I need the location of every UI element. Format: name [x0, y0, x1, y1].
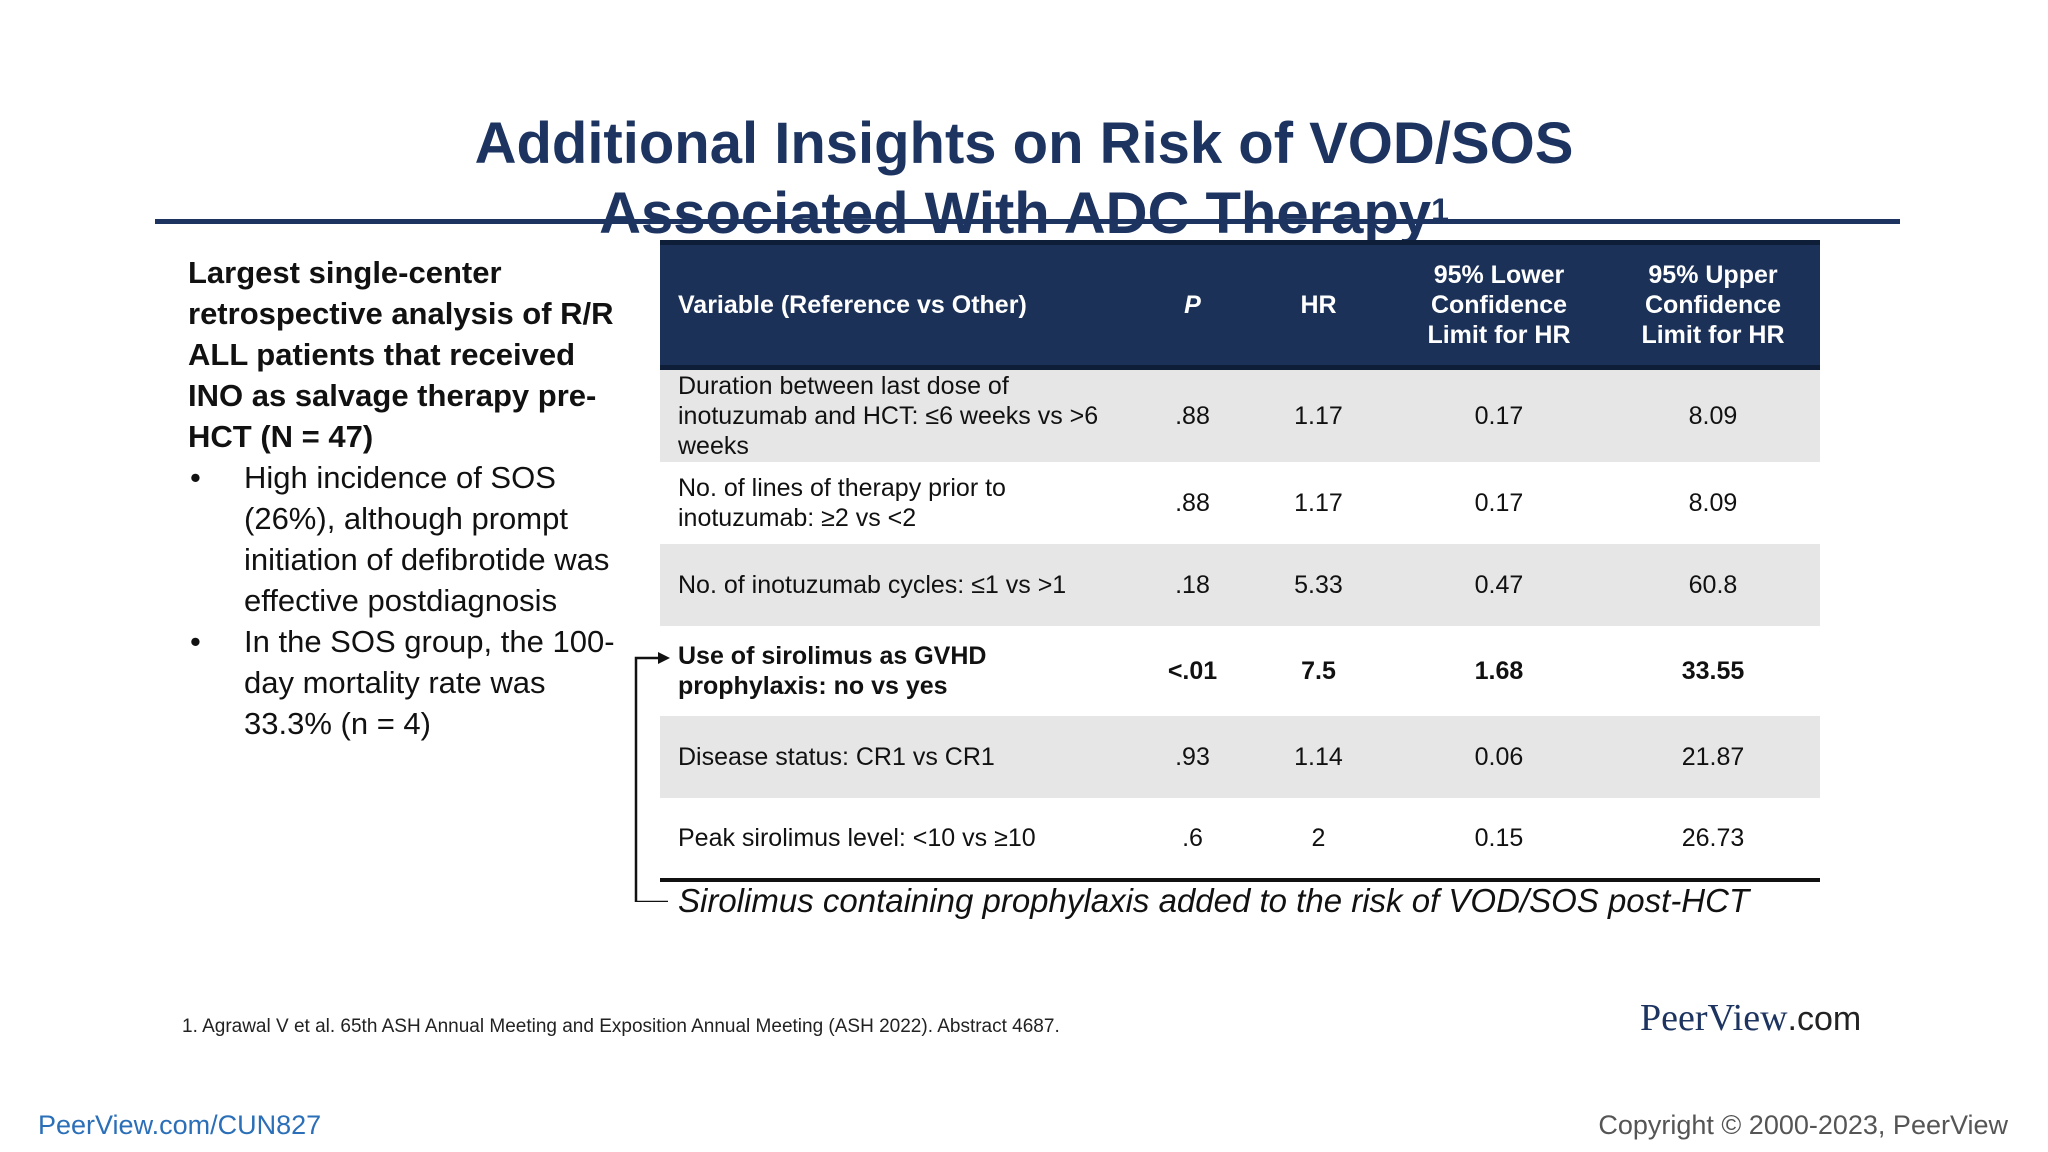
summary-text: Largest single-center retrospective anal…	[188, 255, 614, 454]
cell-p: .88	[1175, 488, 1210, 517]
cell-hr: 1.17	[1294, 488, 1343, 517]
callout-note: Sirolimus containing prophylaxis added t…	[678, 882, 1750, 919]
title-footnote-marker: 1	[1431, 191, 1449, 228]
bullet-list: • High incidence of SOS (26%), although p…	[188, 457, 618, 744]
title-line-2-text: Associated With ADC Therapy	[599, 180, 1432, 246]
cell-variable: Peak sirolimus level: <10 vs ≥10	[660, 797, 1140, 882]
cell-p: <.01	[1167, 656, 1218, 685]
cell-upper-ci: 60.8	[1688, 570, 1738, 599]
title-line-2: Associated With ADC Therapy1	[0, 179, 2048, 249]
bullet-glyph: •	[190, 460, 201, 495]
reference-footnote: 1. Agrawal V et al. 65th ASH Annual Meet…	[182, 1016, 1060, 1037]
header-hr: HR	[1245, 240, 1392, 370]
logo-suffix: .com	[1787, 1000, 1862, 1038]
cell-variable: No. of inotuzumab cycles: ≤1 vs >1	[678, 570, 1067, 599]
cell-upper-ci: 21.87	[1681, 742, 1745, 771]
cell-p: .93	[1175, 742, 1210, 771]
cell-upper-ci: 33.55	[1681, 656, 1745, 685]
cell-variable: Duration between last dose of inotuzumab…	[678, 371, 1099, 460]
cell-lower-ci: 0.17	[1474, 488, 1524, 517]
cell-hr: 2	[1245, 797, 1392, 882]
table-row: No. of lines of therapy prior to inotuzu…	[660, 461, 1820, 544]
cell-upper-ci: 8.09	[1688, 488, 1738, 517]
bullet-item: • High incidence of SOS (26%), although p…	[188, 457, 618, 621]
cell-variable: Disease status: CR1 vs CR1	[678, 742, 995, 771]
table-header-row: Variable (Reference vs Other) P HR 95% L…	[660, 240, 1820, 370]
cell-lower-ci: 1.68	[1474, 656, 1524, 685]
cell-upper-ci: 26.73	[1606, 797, 1820, 882]
cell-hr: 1.14	[1294, 742, 1343, 771]
cell-lower-ci: 0.06	[1474, 742, 1524, 771]
slide-title: Additional Insights on Risk of VOD/SOS A…	[0, 109, 2048, 249]
header-variable: Variable (Reference vs Other)	[660, 240, 1140, 370]
title-line-1: Additional Insights on Risk of VOD/SOS	[474, 110, 1574, 176]
cell-lower-ci: 0.47	[1474, 570, 1524, 599]
cell-hr: 1.17	[1294, 401, 1343, 430]
header-lower-ci: 95% Lower Confidence Limit for HR	[1392, 240, 1606, 370]
bullet-text: High incidence of SOS (26%), although pr…	[244, 460, 610, 618]
table-row: Disease status: CR1 vs CR1 .93 1.14 0.06…	[660, 715, 1820, 798]
cell-hr: 5.33	[1294, 570, 1343, 599]
table-row: No. of inotuzumab cycles: ≤1 vs >1 .18 5…	[660, 543, 1820, 626]
callout-bracket-arrow	[634, 652, 670, 902]
logo-name: PeerView	[1640, 997, 1788, 1039]
cell-variable: Use of sirolimus as GVHD prophylaxis: no…	[678, 641, 987, 700]
bullet-text: In the SOS group, the 100-day mortality …	[244, 624, 615, 741]
cell-lower-ci: 0.17	[1474, 401, 1524, 430]
table-row: Duration between last dose of inotuzumab…	[660, 367, 1820, 462]
copyright-text: Copyright © 2000-2023, PeerView	[1598, 1110, 2008, 1140]
cell-hr: 7.5	[1301, 656, 1336, 685]
peerview-logo: PeerView.com	[1640, 996, 1861, 1040]
cell-variable: No. of lines of therapy prior to inotuzu…	[678, 473, 1006, 532]
footer-link[interactable]: PeerView.com/CUN827	[38, 1110, 322, 1140]
cell-lower-ci: 0.15	[1392, 797, 1606, 882]
header-upper-ci: 95% Upper Confidence Limit for HR	[1606, 240, 1820, 370]
cell-p: .6	[1140, 797, 1245, 882]
bullet-item: • In the SOS group, the 100-day mortality…	[188, 621, 618, 744]
title-divider	[155, 219, 1900, 224]
bullet-glyph: •	[190, 624, 201, 659]
table-row: Peak sirolimus level: <10 vs ≥10 .6 2 0.…	[660, 797, 1820, 882]
table-row-highlighted: Use of sirolimus as GVHD prophylaxis: no…	[660, 625, 1820, 716]
cell-p: .18	[1175, 570, 1210, 599]
header-p: P	[1140, 240, 1245, 370]
cell-upper-ci: 8.09	[1688, 401, 1738, 430]
cell-p: .88	[1175, 401, 1210, 430]
summary-panel: Largest single-center retrospective anal…	[188, 252, 618, 744]
risk-table: Variable (Reference vs Other) P HR 95% L…	[660, 240, 1820, 882]
